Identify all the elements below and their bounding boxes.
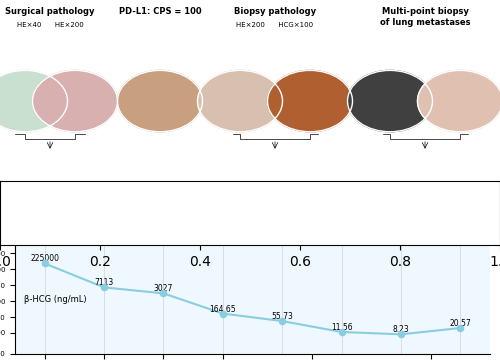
Circle shape bbox=[348, 70, 432, 132]
Text: 8.23: 8.23 bbox=[392, 325, 409, 334]
FancyArrow shape bbox=[425, 202, 461, 228]
FancyArrow shape bbox=[160, 202, 254, 228]
Text: #1: #1 bbox=[362, 211, 372, 219]
FancyArrow shape bbox=[388, 202, 424, 228]
Text: NGS: NGS bbox=[185, 188, 200, 194]
FancyArrow shape bbox=[82, 202, 155, 228]
Circle shape bbox=[198, 70, 282, 132]
Text: FEVA: FEVA bbox=[404, 192, 426, 201]
Point bbox=[456, 325, 464, 331]
Point bbox=[278, 318, 286, 324]
Text: 225000: 225000 bbox=[30, 255, 59, 264]
Point bbox=[219, 311, 227, 317]
Circle shape bbox=[418, 70, 500, 132]
Point bbox=[397, 331, 405, 337]
Text: #1: #1 bbox=[277, 211, 288, 219]
Text: PD-L1: CPS = 100: PD-L1: CPS = 100 bbox=[118, 7, 202, 16]
Text: #3: #3 bbox=[436, 211, 448, 219]
Text: Multi-point biopsy
of lung metastases: Multi-point biopsy of lung metastases bbox=[380, 7, 470, 27]
Text: After FEVA #3
MOF: After FEVA #3 MOF bbox=[408, 234, 447, 244]
FancyArrow shape bbox=[2, 202, 75, 228]
Circle shape bbox=[32, 70, 117, 132]
Text: #2: #2 bbox=[320, 211, 330, 219]
Point bbox=[338, 329, 345, 335]
Point bbox=[160, 291, 168, 296]
FancyArrow shape bbox=[350, 202, 386, 228]
Circle shape bbox=[118, 70, 202, 132]
Text: HE×40      HE×200: HE×40 HE×200 bbox=[16, 22, 84, 28]
Text: After DC+ICI #2
RECIST (PR): After DC+ICI #2 RECIST (PR) bbox=[295, 234, 340, 244]
Text: Admitted in our
hospital: Admitted in our hospital bbox=[170, 205, 238, 225]
Text: Gingival
resection: Gingival resection bbox=[19, 205, 54, 225]
Text: 7113: 7113 bbox=[94, 278, 114, 287]
Text: 3027: 3027 bbox=[154, 284, 173, 293]
FancyArrow shape bbox=[262, 202, 305, 228]
Text: β-HCG (ng/mL): β-HCG (ng/mL) bbox=[24, 295, 87, 304]
Text: #2: #2 bbox=[399, 211, 410, 219]
Text: HE×200      HCG×100: HE×200 HCG×100 bbox=[236, 22, 314, 28]
Point bbox=[100, 284, 108, 290]
Circle shape bbox=[0, 70, 68, 132]
Text: Baseline: Baseline bbox=[6, 234, 34, 239]
Text: 164.65: 164.65 bbox=[210, 305, 236, 314]
Text: Surgical pathology: Surgical pathology bbox=[5, 7, 95, 16]
Text: Biopsy pathology: Biopsy pathology bbox=[234, 7, 316, 16]
FancyArrow shape bbox=[305, 202, 348, 228]
Text: 55.73: 55.73 bbox=[271, 312, 293, 321]
Text: Relapse: Relapse bbox=[102, 211, 132, 219]
Text: 11.56: 11.56 bbox=[331, 323, 352, 332]
Circle shape bbox=[268, 70, 352, 132]
Text: DC+ICI: DC+ICI bbox=[278, 192, 308, 201]
Point bbox=[40, 261, 48, 266]
Text: 20.57: 20.57 bbox=[450, 319, 471, 328]
